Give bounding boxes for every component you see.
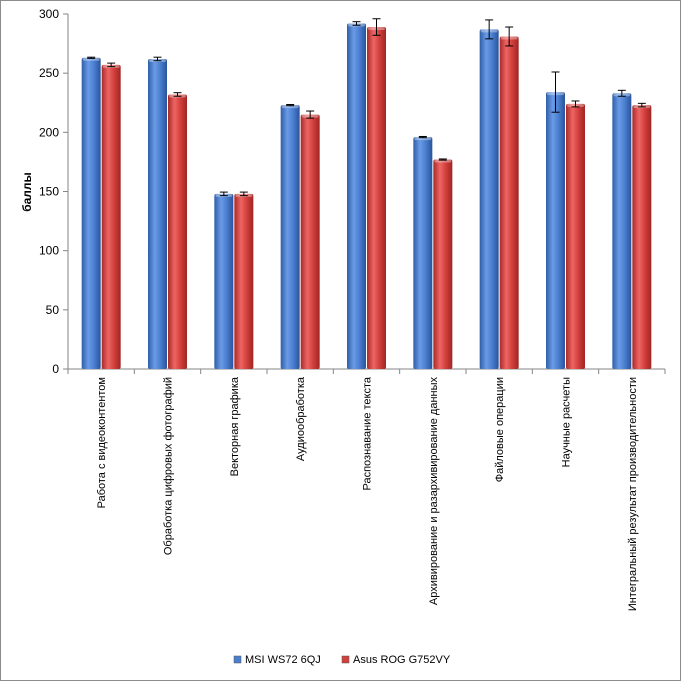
legend-swatch [233,655,242,664]
bar [367,27,386,370]
legend-swatch [341,655,350,664]
legend-label: MSI WS72 6QJ [245,654,321,666]
y-tick-label: 150 [39,185,59,199]
bar-cap [281,105,299,109]
y-tick-label: 50 [46,303,60,317]
x-category-label: Аудиообработка [295,376,307,461]
y-axis-label: баллы [20,172,34,212]
bar [148,58,167,369]
bar-cap [414,137,432,141]
bar [612,93,632,370]
y-tick-label: 0 [52,362,59,376]
y-tick-label: 100 [39,244,59,258]
bar [546,92,565,369]
y-tick-label: 300 [39,7,59,21]
y-tick-label: 250 [39,66,59,80]
x-category-label: Научные расчеты [561,377,573,467]
bar-cap [434,159,452,163]
bar-cap [82,57,100,61]
bar [280,105,300,369]
legend: MSI WS72 6QJ Asus ROG G752VY [233,654,451,666]
x-category-label: Файловые операции [494,377,506,482]
bar [479,29,499,370]
bar [413,137,433,369]
bar [566,103,585,369]
bar [214,193,234,369]
x-category-label: Векторная графика [229,376,241,476]
x-category-label: Интегральный результат производительност… [627,377,639,611]
bar [433,159,453,369]
bar [168,94,187,369]
x-category-label: Обработка цифровых фотографий [163,377,175,555]
bar [632,105,652,369]
series-1 [81,19,632,370]
y-tick-label: 200 [39,125,59,139]
bar [300,114,320,369]
bar [234,193,254,369]
bar [101,64,121,369]
x-category-label: Архивирование и разархивирование данных [428,377,440,606]
bar [347,23,366,369]
series-2 [101,18,652,370]
x-category-label: Работа с видеоконтентом [96,377,108,508]
plot-area: 0 50 100 150 200 250 300 Работа с видеоконтенто… [39,7,666,611]
bar [499,36,519,369]
bar [81,57,101,370]
legend-label: Asus ROG G752VY [353,654,451,666]
x-category-label: Распознавание текста [362,376,374,490]
